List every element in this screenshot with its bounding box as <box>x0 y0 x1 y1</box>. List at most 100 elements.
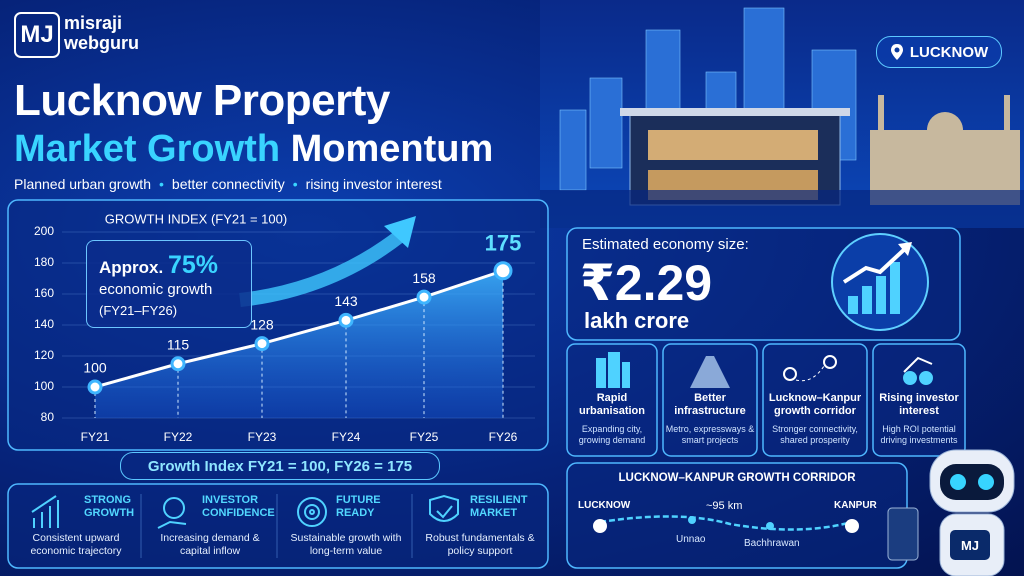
chart: GROWTH INDEX (FY21 = 100) 80 100 120 140 160… <box>34 211 535 444</box>
annotation-prefix: Approx. <box>99 258 164 277</box>
feature-desc: Stronger connectivity, shared prosperity <box>772 424 858 445</box>
logo-mark: MJ <box>14 12 60 58</box>
title: Lucknow Property <box>14 76 390 125</box>
y-tick-label: 200 <box>34 224 54 238</box>
economy-icon <box>831 233 929 331</box>
x-tick-label: FY25 <box>410 430 439 444</box>
highlight-title: INVESTOR CONFIDENCE <box>202 494 275 519</box>
corridor-route <box>599 515 853 531</box>
value-label: 175 <box>485 231 522 256</box>
highlight: RESILIENT MARKET Robust fundamentals & po… <box>416 492 544 564</box>
point <box>170 356 186 372</box>
annotation-highlight: 75% <box>167 251 219 279</box>
chart-title: GROWTH INDEX (FY21 = 100) <box>105 211 287 226</box>
feature-desc: High ROI potential driving investments <box>880 424 958 445</box>
feature-title: Rapid urbanisation <box>578 392 645 417</box>
line <box>94 269 504 389</box>
feature-title: Rising investor interest <box>879 392 959 417</box>
robot: MJ <box>887 449 1015 576</box>
growth-arrow <box>239 230 405 307</box>
growth-arrow-head <box>384 216 416 248</box>
annotation-line: Approx. 75% <box>99 251 218 280</box>
highlight: FUTURE READY Sustainable growth with long… <box>282 492 410 564</box>
feature-card: Rapid urbanisation Expanding city, growin… <box>567 344 657 456</box>
highlight-desc: Consistent upward economic trajectory <box>30 532 122 557</box>
highlight-desc: Robust fundamentals & policy support <box>425 532 535 557</box>
title-highlight: Market Growth <box>14 128 281 170</box>
corridor-end: KANPUR <box>834 500 877 511</box>
feature-panels <box>566 343 966 457</box>
y-tick-label: 80 <box>41 410 55 424</box>
y-tick-label: 180 <box>34 255 54 269</box>
highlight-title: RESILIENT MARKET <box>470 494 528 519</box>
feature-title: Better infrastructure <box>674 392 746 417</box>
chart-footer: Growth Index FY21 = 100, FY26 = 175 <box>120 452 440 480</box>
annotation-line: economic growth <box>99 281 213 298</box>
highlight: INVESTOR CONFIDENCE Increasing demand & c… <box>146 492 274 564</box>
location-text: LUCKNOW <box>909 43 989 61</box>
tagline-item: rising investor interest <box>305 176 442 192</box>
point <box>338 312 354 328</box>
tagline-item: better connectivity <box>171 176 285 192</box>
title: Market Growth Momentum <box>14 128 493 171</box>
highlight-desc: Increasing demand & capital inflow <box>160 532 260 557</box>
area <box>95 270 503 418</box>
x-tick-label: FY24 <box>332 430 361 444</box>
point <box>493 261 513 281</box>
value-label: 158 <box>412 270 436 286</box>
value-label: 128 <box>250 316 274 332</box>
x-tick-label: FY21 <box>81 430 110 444</box>
title-rest: Momentum <box>290 128 494 170</box>
feature-title: Lucknow–Kanpur growth corridor <box>768 392 862 417</box>
x-tick-label: FY22 <box>164 430 193 444</box>
bullet: • <box>159 176 164 192</box>
y-tick-label: 120 <box>34 348 54 362</box>
highlight-title: STRONG GROWTH <box>84 494 135 519</box>
feature-card: Rising investor interest High ROI potenti… <box>873 344 965 456</box>
highlight: STRONG GROWTH Consistent upward economic … <box>12 492 140 564</box>
brand-line: webguru <box>64 33 139 53</box>
value-label: 100 <box>83 360 107 376</box>
bullet: • <box>292 176 298 192</box>
robot-badge: MJ <box>961 538 979 553</box>
x-tick-label: FY26 <box>489 430 518 444</box>
feature-card: Lucknow–Kanpur growth corridor Stronger c… <box>763 344 867 456</box>
point <box>254 336 270 352</box>
pin-icon <box>890 44 903 60</box>
point <box>416 289 432 305</box>
tagline-item: Planned urban growth <box>14 176 151 192</box>
economy-label: Estimated economy size: <box>582 236 749 253</box>
annotation: Approx. 75% economic growth (FY21–FY26) <box>86 240 252 328</box>
y-tick-label: 100 <box>34 379 54 393</box>
location-badge[interactable]: LUCKNOW <box>876 36 1002 68</box>
corridor-pins <box>593 516 859 533</box>
value-label: 143 <box>334 293 358 309</box>
feature-icons <box>596 352 933 388</box>
feature-card: Better infrastructure Metro, expressways … <box>663 344 757 456</box>
highlight-title: FUTURE READY <box>336 494 381 519</box>
annotation-line: (FY21–FY26) <box>99 303 178 318</box>
highlight-dividers <box>140 494 413 558</box>
corridor-stop: Unnao <box>676 534 706 545</box>
point <box>87 379 103 395</box>
economy-value: ₹2.29 <box>580 255 713 311</box>
highlights-panel <box>7 483 549 569</box>
y-tick-label: 160 <box>34 286 54 300</box>
highlight-desc: Sustainable growth with long-term value <box>290 532 402 557</box>
value-label: 115 <box>167 336 190 352</box>
y-tick-label: 140 <box>34 317 54 331</box>
skyline-fade <box>540 190 1024 228</box>
x-tick-label: FY23 <box>248 430 277 444</box>
feature-desc: Expanding city, growing demand <box>578 424 646 445</box>
corridor-distance: ~95 km <box>706 500 743 512</box>
feature-desc: Metro, expressways & smart projects <box>665 424 755 445</box>
corridor-stop: Bachhrawan <box>744 538 800 549</box>
corridor-start: LUCKNOW <box>578 500 631 511</box>
tagline: Planned urban growth • better connectivit… <box>14 176 442 192</box>
economy-unit: lakh crore <box>584 308 690 333</box>
highlight-icons <box>31 494 459 529</box>
corridor-title: LUCKNOW–KANPUR GROWTH CORRIDOR <box>618 472 856 484</box>
brand-line: misraji <box>64 13 123 33</box>
